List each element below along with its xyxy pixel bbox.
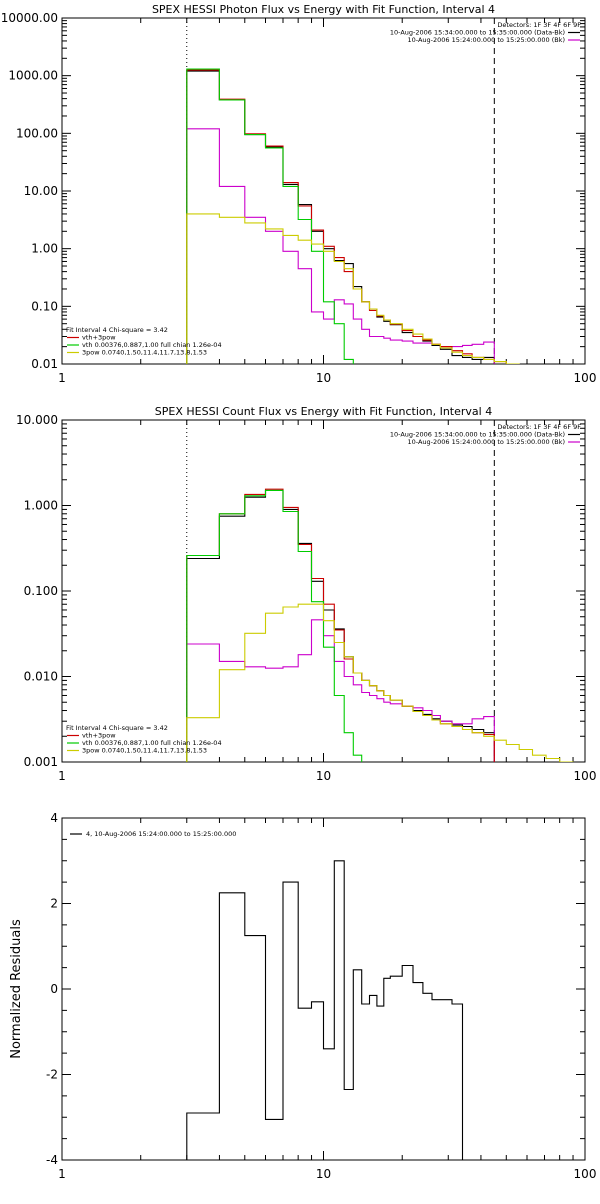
x-tick-label: 10 — [316, 371, 331, 385]
x-tick-label: 10 — [316, 769, 331, 783]
y-tick-label: 10.000 — [16, 413, 58, 427]
y-tick-label: 0 — [50, 982, 58, 996]
x-tick-label: 1 — [58, 769, 66, 783]
series-line-vth — [186, 68, 354, 364]
y-tick-label: 1.00 — [31, 242, 58, 256]
x-tick-label: 100 — [574, 1167, 597, 1181]
y-tick-label: 0.01 — [31, 357, 58, 371]
series-line-data-bk — [186, 70, 495, 364]
legend-entry-label: vth 0.00376,0.887,1.00 full chian 1.26e-… — [82, 739, 222, 747]
y-tick-label: 100.00 — [16, 126, 58, 140]
y-tick-label: 10000.00 — [1, 11, 58, 25]
y-tick-label: 2 — [50, 897, 58, 911]
legend-entry-label: Detectors: 1F 3F 4F 6F 9F — [497, 21, 581, 29]
legend-entry-label: Fit Interval 4 Chi-square = 3.42 — [66, 326, 168, 334]
y-tick-label: 1000.00 — [8, 69, 58, 83]
series-line-data-bk — [186, 489, 495, 762]
legend-entry-label: vth 0.00376,0.887,1.00 full chian 1.26e-… — [82, 341, 222, 349]
legend-entry-label: Fit Interval 4 Chi-square = 3.42 — [66, 724, 168, 732]
y-tick-label: 0.100 — [24, 584, 58, 598]
series-line-bk — [186, 128, 495, 364]
y-tick-label: -4 — [46, 1153, 58, 1167]
series-line-residuals — [186, 860, 464, 1160]
series-line-3pow — [186, 603, 574, 762]
series-line-vth-3pow — [186, 69, 520, 364]
legend-entry-label: 4, 10-Aug-2006 15:24:00.000 to 15:25:00.… — [86, 830, 236, 838]
chart-title: SPEX HESSI Photon Flux vs Energy with Fi… — [152, 3, 495, 16]
y-axis-label: Normalized Residuals — [9, 919, 24, 1059]
legend-entry-label: 10-Aug-2006 15:34:00.000 to 15:35:00.000… — [390, 29, 565, 37]
plot-frame — [61, 817, 586, 1161]
legend-entry-label: vth+3pow — [82, 334, 116, 342]
legend-entry-label: vth+3pow — [82, 732, 116, 740]
x-tick-label: 10 — [316, 1167, 331, 1181]
y-tick-label: 0.010 — [24, 670, 58, 684]
legend-entry-label: 10-Aug-2006 15:34:00.000 to 15:35:00.000… — [390, 431, 565, 439]
x-tick-label: 1 — [58, 1167, 66, 1181]
y-tick-label: 0.10 — [31, 299, 58, 313]
series-line-vth-3pow — [186, 488, 495, 762]
legend-entry-label: 10-Aug-2006 15:24:00.000 to 15:25:00.000… — [408, 36, 565, 44]
y-tick-label: -2 — [46, 1068, 58, 1082]
series-line-3pow — [186, 213, 520, 364]
y-tick-label: 4 — [50, 811, 58, 825]
legend-entry-label: Detectors: 1F 3F 4F 6F 9F — [497, 423, 581, 431]
x-tick-label: 1 — [58, 371, 66, 385]
y-tick-label: 0.001 — [24, 755, 58, 769]
x-tick-label: 100 — [574, 371, 597, 385]
legend-entry-label: 10-Aug-2006 15:24:00.000 to 15:25:00.000… — [408, 438, 565, 446]
series-line-vth — [186, 489, 363, 762]
chart-title: SPEX HESSI Count Flux vs Energy with Fit… — [155, 405, 492, 418]
legend-entry-label: 3pow 0.0740,1.50,11.4,11.7,13.8,1.53 — [82, 349, 207, 357]
y-tick-label: 1.000 — [24, 499, 58, 513]
y-tick-label: 10.00 — [24, 184, 58, 198]
series-line-bk — [186, 619, 495, 762]
x-tick-label: 100 — [574, 769, 597, 783]
legend-entry-label: 3pow 0.0740,1.50,11.4,11.7,13.8,1.53 — [82, 747, 207, 755]
